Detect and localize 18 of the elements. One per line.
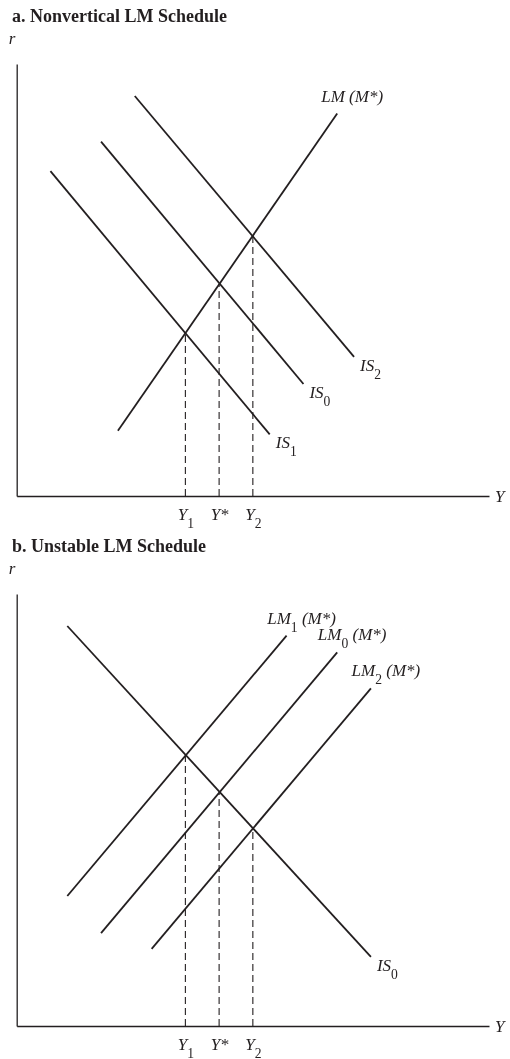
x-tick-label: Y$_{1}$ <box>177 505 195 531</box>
chart-title: a. Nonvertical LM Schedule <box>12 6 227 26</box>
chart-title: b. Unstable LM Schedule <box>12 535 207 556</box>
series-label: LM (M*) <box>320 86 384 106</box>
series-label: IS$_{2}$ <box>359 355 382 382</box>
x-tick-label: Y$_{2}$ <box>245 505 262 531</box>
series-label: IS$_{0}$ <box>308 383 331 409</box>
series-label: LM$_{2}$ (M*) <box>350 660 421 687</box>
x-tick-label: Y* <box>210 505 230 524</box>
x-tick-label: Y* <box>210 1034 230 1054</box>
x-tick-label: Y$_{2}$ <box>245 1034 262 1059</box>
series-label: IS$_{1}$ <box>274 433 297 459</box>
x-axis-title: Y <box>495 1016 506 1036</box>
y-axis-title: r <box>8 558 16 578</box>
y-axis-title: r <box>8 29 16 48</box>
series-label: IS$_{0}$ <box>375 955 399 981</box>
x-tick-label: Y$_{1}$ <box>177 1034 195 1059</box>
x-axis-title: Y <box>495 487 506 506</box>
